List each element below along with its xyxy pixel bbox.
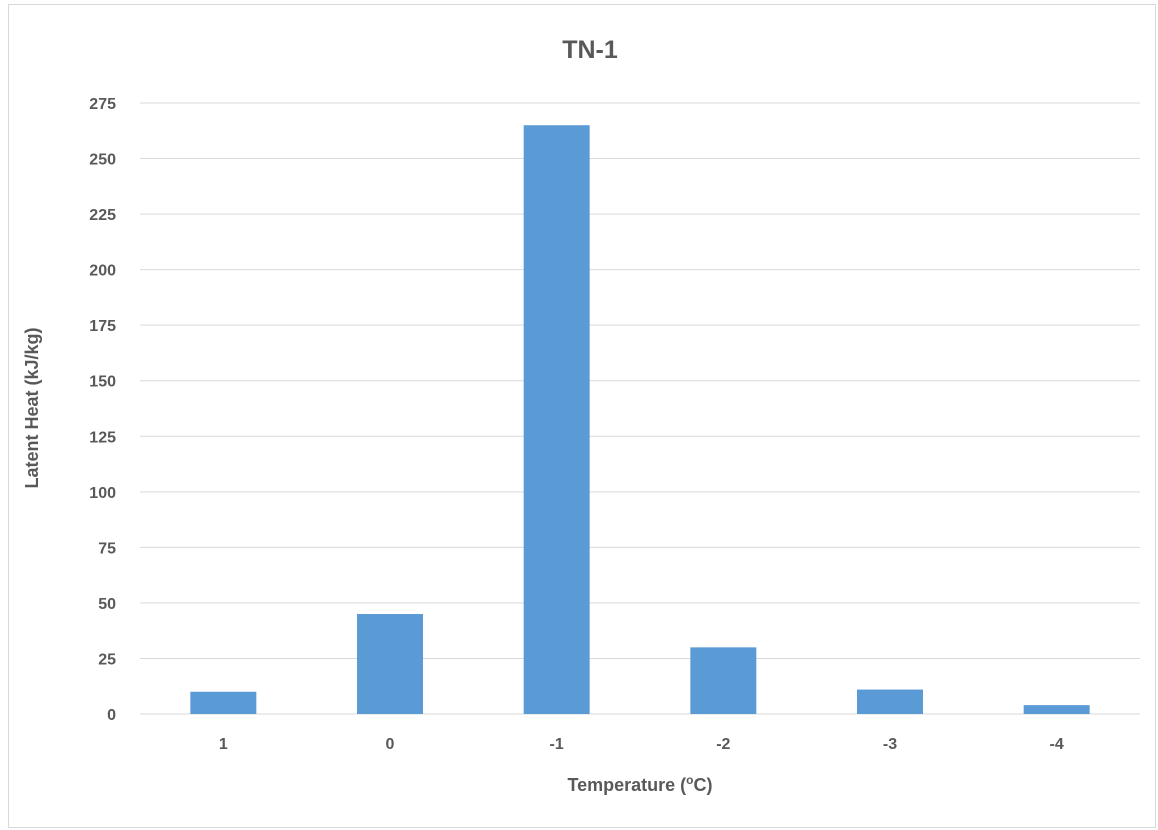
bar: [690, 647, 757, 714]
x-tick-label: -3: [883, 736, 897, 753]
x-tick-label: 1: [219, 736, 228, 753]
y-tick-label: 150: [89, 374, 116, 391]
bar: [190, 691, 257, 714]
y-axis-title: Latent Heat (kJ/kg): [22, 327, 42, 488]
y-tick-label: 0: [107, 707, 116, 724]
bar: [523, 125, 590, 714]
gridlines: [140, 102, 1140, 715]
y-tick-label: 125: [89, 429, 116, 446]
bar: [1023, 705, 1090, 714]
x-axis-title-suffix: C): [694, 775, 713, 795]
y-tick-label: 175: [89, 318, 116, 335]
chart-title: TN-1: [562, 36, 618, 64]
y-tick-label: 75: [98, 540, 116, 557]
y-tick-label: 200: [89, 263, 116, 280]
x-axis-ticks: 1 0 -1 -2 -3 -4: [219, 736, 1064, 753]
x-tick-label: -2: [716, 736, 730, 753]
y-axis-ticks: 0 25 50 75 100 125 150 175 200 225 250 275: [89, 96, 116, 724]
bar: [357, 614, 423, 714]
y-tick-label: 50: [98, 596, 116, 613]
x-tick-label: 0: [386, 736, 395, 753]
x-axis-title-superscript: o: [686, 773, 693, 787]
y-tick-label: 25: [98, 651, 116, 668]
y-tick-label: 250: [89, 152, 116, 169]
y-tick-label: 100: [89, 485, 116, 502]
x-axis-title-main: Temperature (: [567, 775, 686, 795]
y-tick-label: 225: [89, 207, 116, 224]
y-tick-label: 275: [89, 96, 116, 113]
x-tick-label: -1: [550, 736, 564, 753]
x-axis-title: Temperature (oC): [567, 773, 712, 795]
bar: [857, 689, 923, 714]
bars: [190, 125, 1090, 714]
x-tick-label: -4: [1050, 736, 1064, 753]
